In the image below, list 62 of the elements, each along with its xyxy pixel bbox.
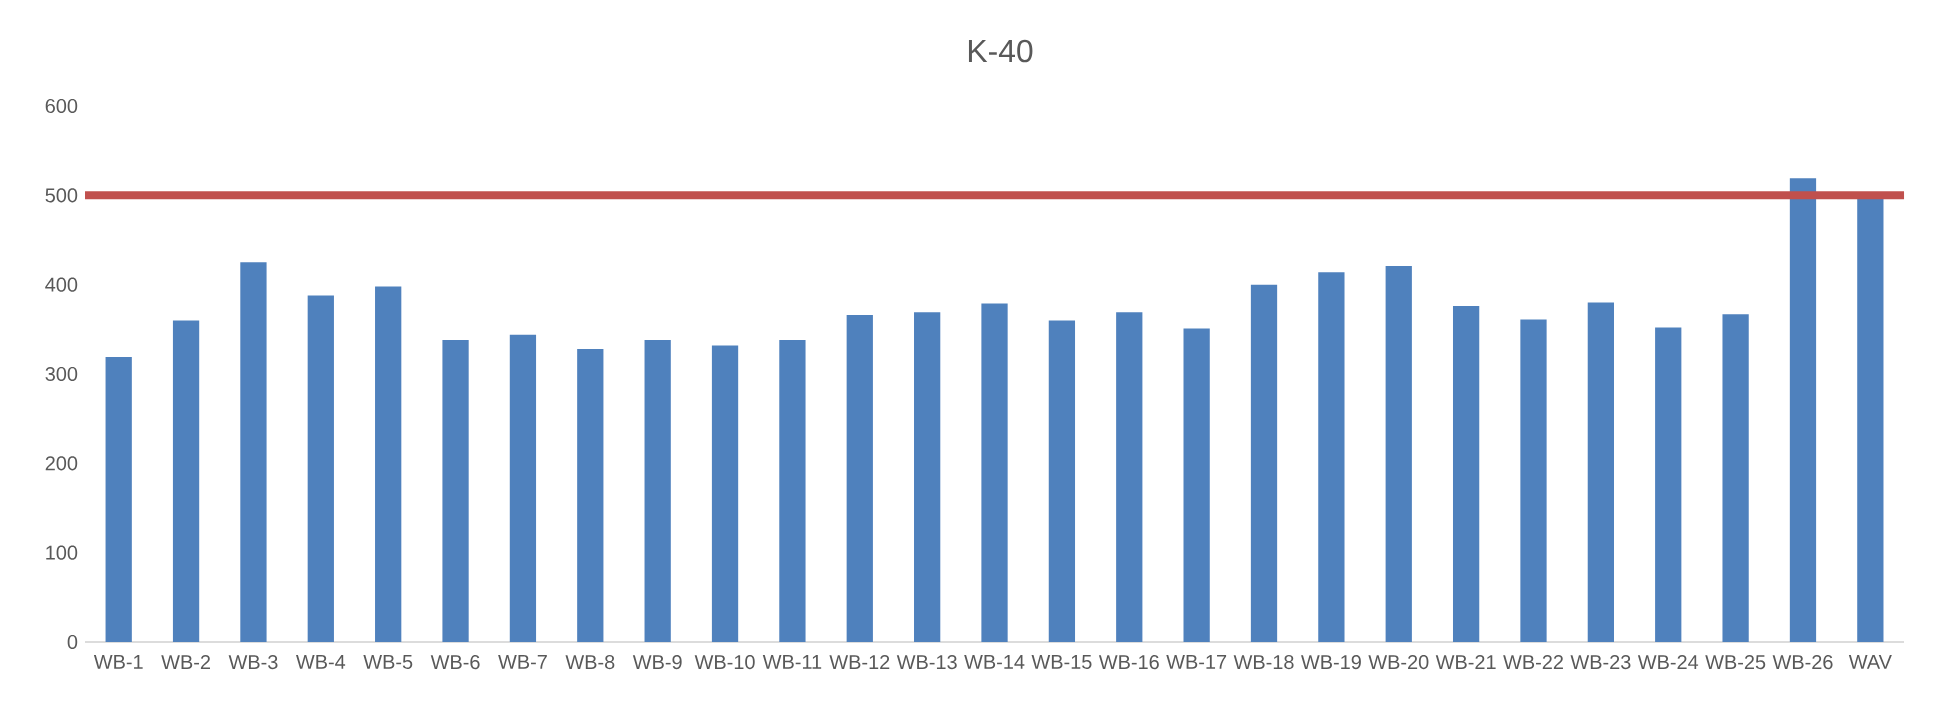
bar: [1048, 320, 1076, 642]
x-tick-label: WB-13: [896, 655, 957, 670]
x-tick-label: WB-14: [964, 655, 1025, 669]
x-tick-label: WB-16: [1098, 655, 1159, 670]
y-tick-label: 600: [45, 98, 78, 114]
bar: [1250, 284, 1278, 642]
bar: [307, 295, 334, 642]
bar: [1857, 198, 1884, 642]
x-tick-label: WB-24: [1637, 655, 1699, 669]
x-tick-label: WB-11: [762, 655, 822, 669]
bar: [914, 312, 941, 642]
bar: [1318, 272, 1345, 642]
bar: [172, 320, 200, 642]
bar: [240, 262, 267, 642]
bar: [577, 348, 604, 642]
x-tick-label: WB-5: [363, 655, 413, 669]
bar: [779, 340, 806, 642]
y-tick-label: 100: [46, 545, 78, 560]
x-tick-label: WB-15: [1031, 655, 1092, 669]
x-tick-label: WAV: [1848, 655, 1892, 669]
x-tick-label: WB-3: [228, 655, 278, 670]
y-tick-label: 300: [45, 366, 78, 382]
bar: [1587, 302, 1614, 642]
x-tick-label: WB-26: [1772, 655, 1833, 670]
y-tick-label: 500: [45, 188, 78, 203]
x-tick-label: WB-21: [1435, 655, 1496, 669]
y-tick-label: 200: [45, 456, 78, 471]
bar: [1183, 328, 1210, 642]
y-tick-label: 0: [67, 634, 78, 650]
x-tick-label: WB-20: [1368, 655, 1429, 670]
y-tick-label: 400: [45, 277, 78, 292]
bar: [1722, 314, 1749, 642]
bar: [846, 315, 873, 642]
bar: [1116, 312, 1143, 642]
x-tick-label: WB-25: [1705, 655, 1766, 670]
bar: [981, 303, 1008, 642]
x-tick-label: WB-10: [694, 655, 755, 670]
bar: [375, 286, 402, 642]
x-tick-label: WB-8: [565, 655, 615, 670]
bar: [711, 345, 739, 642]
bar: [1789, 178, 1817, 642]
chart-title: K-40: [968, 39, 1033, 63]
x-tick-label: WB-6: [430, 655, 480, 670]
bar: [1520, 319, 1547, 642]
x-tick-label: WB-7: [498, 655, 547, 669]
x-tick-label: WB-1: [93, 655, 143, 669]
bar: [1655, 327, 1682, 642]
x-tick-label: WB-23: [1570, 655, 1631, 670]
x-tick-label: WB-18: [1233, 655, 1294, 670]
bar: [1385, 265, 1412, 642]
x-tick-label: WB-22: [1503, 655, 1563, 669]
x-tick-label: WB-12: [829, 655, 890, 669]
bar: [105, 357, 132, 642]
x-tick-label: WB-17: [1166, 655, 1227, 669]
bar: [509, 334, 537, 642]
x-tick-label: WB-2: [161, 655, 210, 669]
x-tick-label: WB-9: [632, 655, 682, 670]
x-tick-label: WB-4: [296, 655, 346, 669]
x-tick-label: WB-19: [1301, 655, 1361, 670]
bar: [1452, 306, 1480, 642]
bar: [644, 340, 671, 642]
bar: [442, 340, 469, 642]
